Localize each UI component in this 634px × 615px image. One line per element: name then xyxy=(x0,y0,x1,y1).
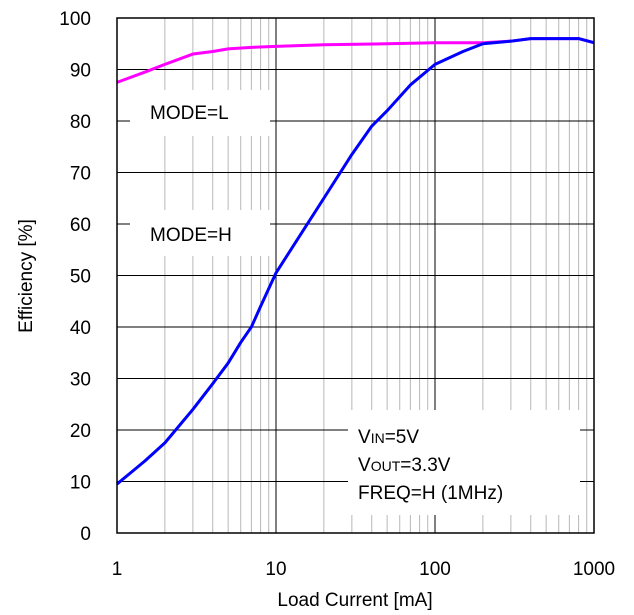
series-line-1 xyxy=(116,37,595,486)
y-tick-label: 30 xyxy=(70,370,91,391)
y-axis-title: Efficiency [%] xyxy=(16,219,37,333)
y-tick-label: 0 xyxy=(80,524,91,545)
y-tick-label: 80 xyxy=(70,112,91,133)
series-group xyxy=(116,37,595,486)
mode-h-label: MODE=H xyxy=(150,225,232,246)
y-tick-label: 90 xyxy=(70,61,91,82)
condition-vout-symbol: V xyxy=(358,455,371,476)
condition-freq: FREQ=H (1MHz) xyxy=(358,483,503,504)
condition-vin-symbol: V xyxy=(358,427,371,448)
y-tick-label: 60 xyxy=(70,215,91,236)
condition-vin-value: =5V xyxy=(385,427,420,448)
y-tick-label: 40 xyxy=(70,318,91,339)
condition-vout-subscript: OUT xyxy=(371,458,401,474)
x-tick-label: 1 xyxy=(112,559,123,580)
condition-vin-subscript: IN xyxy=(371,430,385,446)
plot-frame xyxy=(116,17,595,534)
condition-vin: VIN=5V xyxy=(358,427,419,448)
y-tick-label: 20 xyxy=(70,421,91,442)
condition-vout: VOUT=3.3V xyxy=(358,455,451,476)
y-tick-label: 50 xyxy=(70,267,91,288)
x-tick-label: 100 xyxy=(419,559,451,580)
y-tick-label: 70 xyxy=(70,164,91,185)
mode-h-label-bg xyxy=(130,210,270,256)
mode-l-label: MODE=L xyxy=(150,103,229,124)
conditions-box-bg xyxy=(348,410,580,515)
series-line-0 xyxy=(116,37,595,84)
y-tick-labels: 0 10 20 30 40 50 60 70 80 90 100 xyxy=(59,9,91,545)
y-tick-label: 10 xyxy=(70,473,91,494)
x-tick-label: 1000 xyxy=(573,559,615,580)
condition-vout-value: =3.3V xyxy=(400,455,451,476)
x-axis-title: Load Current [mA] xyxy=(277,590,432,611)
mode-l-label-bg xyxy=(130,90,270,136)
x-tick-label: 10 xyxy=(265,559,286,580)
y-tick-label: 100 xyxy=(59,9,91,30)
x-tick-labels: 1 10 100 1000 xyxy=(112,559,615,580)
